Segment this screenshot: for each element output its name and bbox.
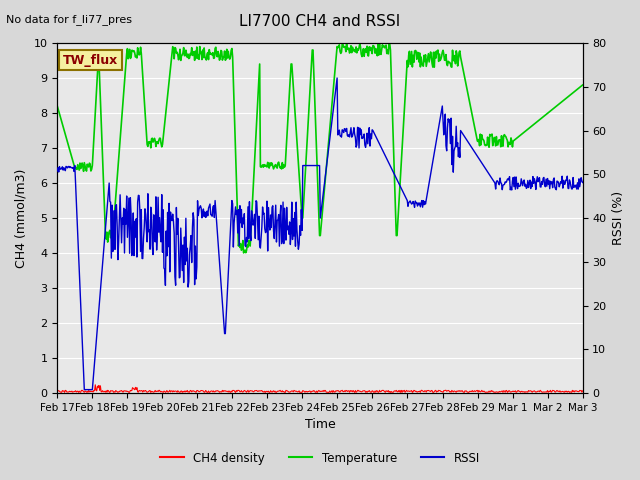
- Y-axis label: CH4 (mmol/m3): CH4 (mmol/m3): [15, 168, 28, 268]
- Text: LI7700 CH4 and RSSI: LI7700 CH4 and RSSI: [239, 14, 401, 29]
- Y-axis label: RSSI (%): RSSI (%): [612, 191, 625, 245]
- X-axis label: Time: Time: [305, 419, 335, 432]
- Text: TW_flux: TW_flux: [63, 53, 118, 67]
- Text: No data for f_li77_pres: No data for f_li77_pres: [6, 14, 132, 25]
- Legend: CH4 density, Temperature, RSSI: CH4 density, Temperature, RSSI: [156, 447, 484, 469]
